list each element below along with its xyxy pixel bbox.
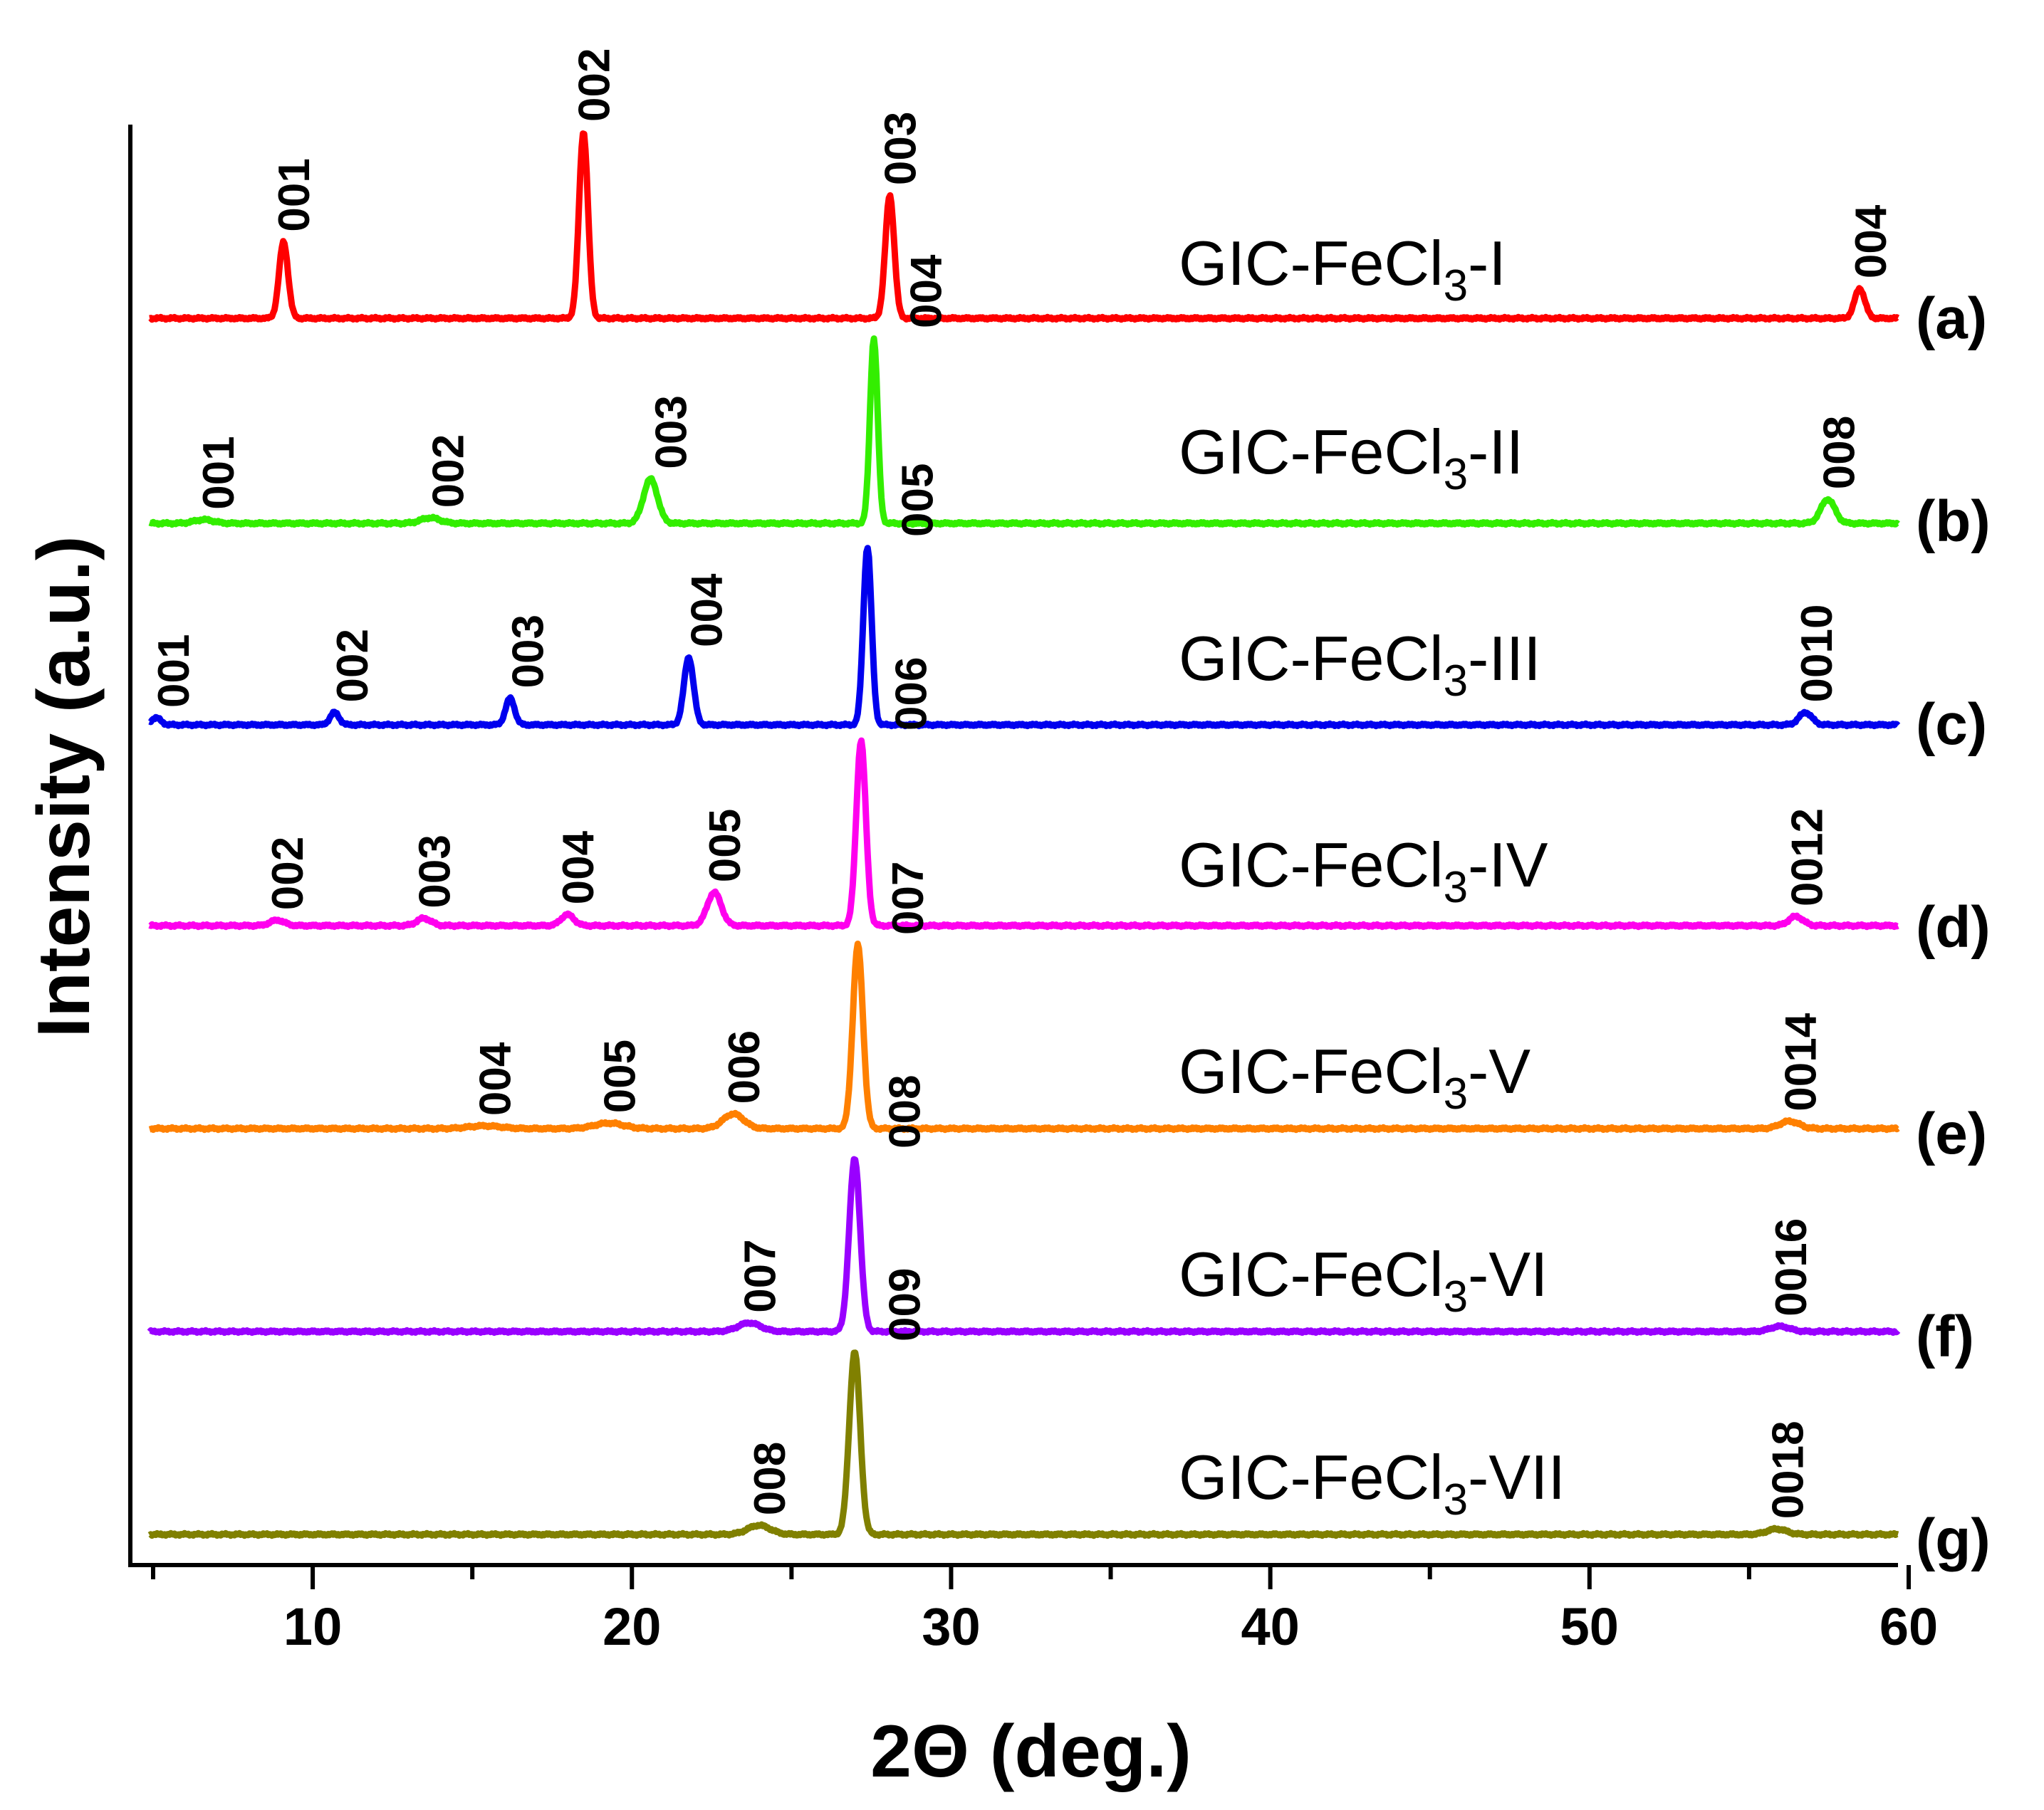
peak-label: 003 <box>647 395 697 469</box>
x-tick-label: 50 <box>1560 1597 1619 1656</box>
sample-name-prefix: GIC-FeCl <box>1179 417 1444 487</box>
x-tick-label: 10 <box>283 1597 342 1656</box>
x-ticks: 10 20 30 40 50 60 <box>151 1565 1938 1656</box>
series-letter-c: (c) <box>1916 692 1987 757</box>
x-axis-title: 2Θ (deg.) <box>870 1710 1192 1793</box>
sample-name-suffix: -V <box>1468 1036 1531 1107</box>
sample-name-subscript: 3 <box>1444 261 1468 310</box>
sample-name-prefix: GIC-FeCl <box>1179 1442 1444 1512</box>
peak-label: 0010 <box>1793 605 1842 703</box>
peak-label: 004 <box>471 1042 521 1116</box>
sample-name-subscript: 3 <box>1444 863 1468 912</box>
peak-label: 003 <box>410 835 459 908</box>
sample-name-f: GIC-FeCl3-VI <box>1179 1239 1548 1322</box>
peak-label: 001 <box>150 634 199 708</box>
peak-label: 001 <box>270 158 319 231</box>
x-tick-label: 60 <box>1879 1597 1938 1656</box>
series-line-f <box>147 1156 1901 1336</box>
peak-label: 004 <box>902 254 951 328</box>
peak-label: 002 <box>570 48 620 122</box>
x-tick-label: 20 <box>603 1597 661 1656</box>
x-tick-label: 40 <box>1241 1597 1299 1656</box>
peak-label: 002 <box>328 629 377 702</box>
peak-label: 005 <box>893 464 942 537</box>
series-letter-b: (b) <box>1916 489 1991 554</box>
peak-label: 003 <box>504 614 553 688</box>
peak-label: 004 <box>682 573 731 647</box>
series-line-d <box>147 737 1900 931</box>
peak-label: 008 <box>880 1075 929 1149</box>
peak-label: 006 <box>887 657 936 731</box>
sample-name-suffix: -VII <box>1468 1442 1565 1512</box>
series-letter-g: (g) <box>1916 1507 1991 1572</box>
peak-label: 003 <box>877 112 926 185</box>
y-axis-title: Intensity (a.u.) <box>23 536 105 1038</box>
peak-label: 008 <box>746 1442 795 1515</box>
peak-label: 0018 <box>1764 1421 1813 1519</box>
series-line-b <box>147 335 1900 528</box>
x-tick-label: 30 <box>922 1597 980 1656</box>
sample-name-prefix: GIC-FeCl <box>1179 1036 1444 1107</box>
peak-label: 004 <box>1847 204 1896 278</box>
sample-name-a: GIC-FeCl3-I <box>1179 228 1506 310</box>
sample-name-subscript: 3 <box>1444 1069 1468 1119</box>
peak-label: 007 <box>884 862 933 935</box>
peak-label: 001 <box>194 436 244 509</box>
series-letter-e: (e) <box>1916 1102 1987 1166</box>
series-letter-f: (f) <box>1916 1304 1974 1369</box>
sample-name-prefix: GIC-FeCl <box>1179 228 1444 298</box>
peak-label: 005 <box>595 1040 645 1113</box>
series-c: 001 002 003 004 005 0010 GIC-FeCl3-III (c) <box>147 464 1987 757</box>
sample-name-suffix: -II <box>1468 417 1523 487</box>
series-line-g <box>147 1349 1900 1539</box>
peak-label: 002 <box>264 837 313 910</box>
peak-label: 005 <box>701 809 750 882</box>
sample-name-prefix: GIC-FeCl <box>1179 1239 1444 1309</box>
sample-name-suffix: -I <box>1468 228 1506 298</box>
peak-label: 0014 <box>1777 1013 1826 1111</box>
series-line-e <box>147 941 1900 1134</box>
peak-label: 009 <box>880 1268 929 1341</box>
sample-name-prefix: GIC-FeCl <box>1179 830 1444 900</box>
sample-name-b: GIC-FeCl3-II <box>1179 417 1523 499</box>
series-letter-a: (a) <box>1916 286 1987 351</box>
sample-name-subscript: 3 <box>1444 450 1468 499</box>
peak-label: 002 <box>424 434 473 508</box>
peak-label: 008 <box>1815 416 1864 489</box>
series-letter-d: (d) <box>1916 895 1991 960</box>
series-a: 001 002 003 004 GIC-FeCl3-I (a) <box>147 48 1987 351</box>
series-line-a <box>147 130 1900 323</box>
series-f: 007 008 0016 GIC-FeCl3-VI (f) <box>147 1075 1974 1369</box>
sample-name-suffix: -III <box>1468 623 1541 694</box>
sample-name-subscript: 3 <box>1444 656 1468 706</box>
peak-label: 004 <box>554 830 603 904</box>
sample-name-subscript: 3 <box>1444 1475 1468 1524</box>
sample-name-suffix: -VI <box>1468 1239 1548 1309</box>
sample-name-prefix: GIC-FeCl <box>1179 623 1444 694</box>
peak-label: 0012 <box>1783 808 1832 906</box>
sample-name-d: GIC-FeCl3-IV <box>1179 830 1548 912</box>
peak-label: 006 <box>720 1030 769 1104</box>
sample-name-subscript: 3 <box>1444 1272 1468 1322</box>
series-line-c <box>147 545 1901 730</box>
peak-label: 0016 <box>1767 1218 1816 1317</box>
sample-name-g: GIC-FeCl3-VII <box>1179 1442 1565 1524</box>
sample-name-c: GIC-FeCl3-III <box>1179 623 1541 706</box>
peak-label: 007 <box>736 1239 786 1312</box>
sample-name-e: GIC-FeCl3-V <box>1179 1036 1531 1119</box>
sample-name-suffix: -IV <box>1468 830 1548 900</box>
axes <box>128 125 1898 1567</box>
